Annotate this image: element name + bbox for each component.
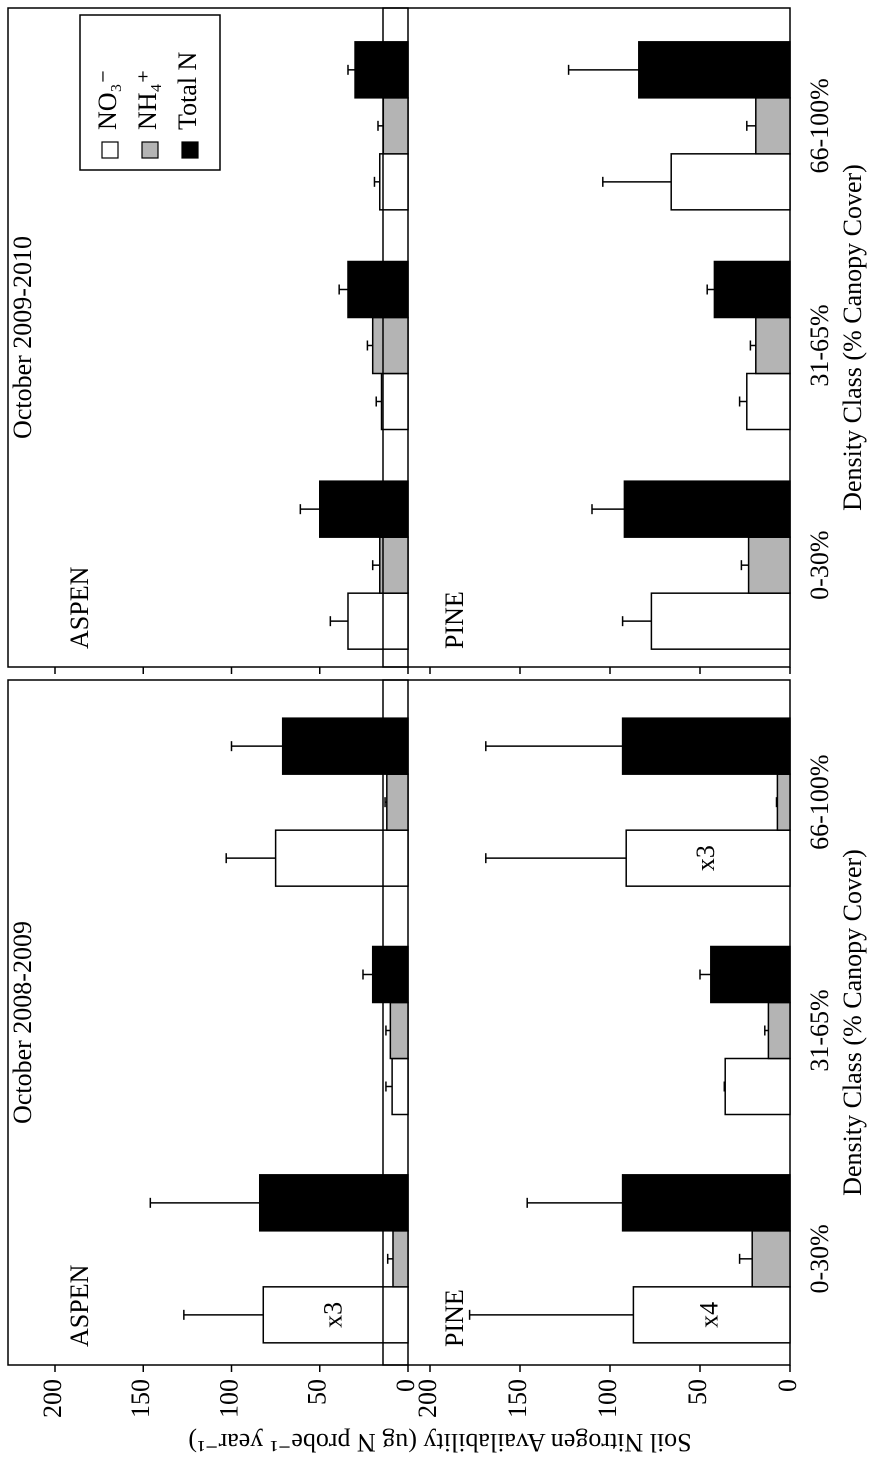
y-axis-label: Soil Nitrogen Availability (ug N probe⁻¹…	[188, 1428, 691, 1457]
y-tick-label: 50	[303, 1379, 332, 1405]
legend-box	[79, 14, 221, 171]
x-tick-label: 0-30%	[805, 531, 834, 600]
bar	[710, 945, 791, 1004]
bar	[755, 97, 791, 155]
rotated-figure: 0 50 100 150 200 October 2008-2009 ASPEN Soil N…	[7, 7, 867, 1457]
bar	[767, 1001, 791, 1060]
bar-annotation: x4	[689, 1190, 718, 1216]
bar	[274, 829, 409, 887]
x-tick-label: 0-30%	[805, 1224, 834, 1293]
bar	[371, 316, 409, 375]
y-tick-label: 200	[38, 1379, 67, 1418]
x-axis-label: Density Class (% Canopy Cover)	[838, 164, 867, 511]
bar	[747, 536, 791, 594]
bar	[389, 1001, 409, 1060]
bar	[382, 97, 409, 155]
panel-title: October 2008-2009	[8, 921, 37, 1124]
panel-frame	[382, 679, 791, 1366]
bar	[379, 153, 409, 211]
panel-label: ASPEN	[65, 566, 94, 649]
bar	[347, 592, 409, 650]
panel-label: ASPEN	[65, 1264, 94, 1347]
bar	[354, 41, 409, 99]
panel-frame	[382, 7, 791, 668]
panel-title: October 2009-2010	[8, 236, 37, 439]
bar	[386, 773, 409, 831]
bar	[391, 1057, 409, 1116]
panel: 0 50 100 150 200 October 2008-2009 ASPEN Soil N…	[7, 679, 692, 1457]
x-tick-label: 31-65%	[805, 304, 834, 386]
bar-annotation: x3	[319, 1302, 348, 1328]
y-tick-label: 100	[593, 1379, 622, 1418]
legend-label: NH₄⁺	[133, 70, 162, 130]
bar	[755, 316, 791, 375]
bar	[380, 372, 409, 431]
x-axis-label: Density Class (% Canopy Cover)	[838, 849, 867, 1196]
bar	[623, 480, 791, 538]
bar	[281, 717, 409, 775]
bar	[392, 1230, 409, 1288]
bar-annotation: x3	[317, 1190, 346, 1216]
bar	[746, 372, 791, 431]
legend-label: Total N	[173, 51, 202, 130]
bar	[724, 1057, 791, 1116]
x-tick-label: 66-100%	[805, 78, 834, 173]
panel: PINE Density Class (% Canopy Cover)0-30% 3…	[382, 7, 867, 674]
panel-label: PINE	[440, 1289, 469, 1347]
legend-swatch	[181, 141, 199, 159]
legend-swatch	[101, 141, 119, 159]
bar	[776, 773, 791, 831]
y-tick-label: 0	[773, 1379, 802, 1392]
panel-frame	[7, 679, 409, 1366]
y-tick-label: 150	[503, 1379, 532, 1418]
panel: October 2009-2010 ASPEN NO₃⁻ NH₄⁺ Total N	[7, 7, 409, 674]
x-tick-label: 31-65%	[805, 989, 834, 1071]
bar	[751, 1230, 791, 1288]
y-tick-label: 200	[413, 1379, 442, 1418]
legend-swatch	[141, 141, 159, 159]
bar	[713, 260, 791, 319]
bar	[670, 153, 791, 211]
legend-label: NO₃⁻	[93, 70, 122, 130]
bar-annotation: x3	[689, 733, 718, 759]
bar-annotation: x4	[695, 1302, 724, 1328]
y-tick-label: 100	[214, 1379, 243, 1418]
bar	[650, 592, 791, 650]
y-tick-label: 150	[126, 1379, 155, 1418]
panel-label: PINE	[440, 591, 469, 649]
bar	[379, 536, 409, 594]
bar	[347, 260, 409, 319]
bar	[638, 41, 791, 99]
bar	[319, 480, 409, 538]
panel: 0 50 100 150 200 PINE Density Class (% Canopy …	[382, 679, 867, 1418]
x-tick-label: 66-100%	[805, 755, 834, 850]
y-tick-label: 0	[391, 1379, 420, 1392]
y-tick-label: 50	[683, 1379, 712, 1405]
bar-annotation: x3	[691, 845, 720, 871]
bar	[371, 945, 409, 1004]
